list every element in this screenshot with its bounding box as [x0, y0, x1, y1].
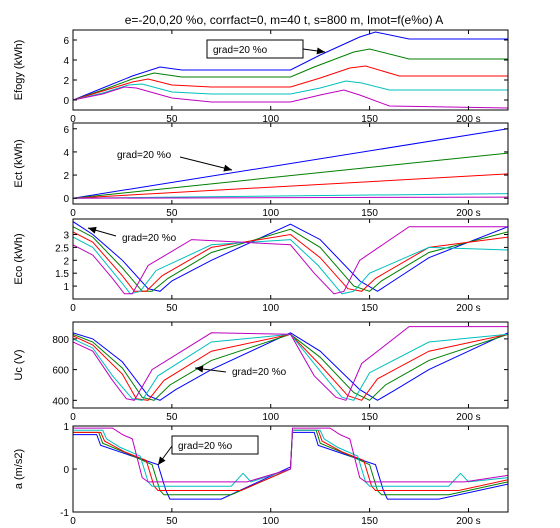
x-tick-label: 150	[361, 208, 378, 219]
chart-panel-2: 0 50 100 150 200 s 0 2 4 6 Ect (kWh) grad=20 %o	[13, 122, 509, 219]
figure-title: e=-20,0,20 %o, corrfact=0, m=40 t, s=800…	[125, 13, 444, 27]
x-tick-label: 150	[361, 114, 378, 125]
series-line-5	[73, 86, 508, 109]
series-line-4	[73, 80, 508, 101]
series-line-2	[73, 152, 508, 199]
series-line-2	[73, 333, 508, 401]
y-axis-label: a (m/s2)	[13, 449, 25, 489]
x-tick-label: 0	[70, 208, 76, 219]
x-tick-label: 200 s	[456, 516, 480, 527]
y-tick-label: 4	[63, 56, 69, 67]
y-tick-label: 2	[63, 171, 69, 182]
x-tick-label: 50	[166, 114, 178, 125]
y-tick-label: 600	[52, 366, 69, 377]
y-axis-label: Eco (kWh)	[13, 233, 25, 284]
annotation-label: grad=20 %o	[178, 441, 233, 452]
x-tick-label: 150	[361, 303, 378, 314]
y-tick-label: 400	[52, 396, 69, 407]
annotation-label: grad=20 %o	[213, 45, 268, 56]
series-line-3	[73, 333, 508, 401]
annotation-arrow-head	[316, 47, 325, 55]
x-tick-label: 150	[361, 412, 378, 423]
x-tick-label: 50	[166, 516, 178, 527]
y-tick-label: 4	[63, 148, 69, 159]
series-line-5	[73, 326, 508, 401]
x-tick-label: 0	[70, 303, 76, 314]
y-tick-label: 2	[63, 256, 69, 267]
x-tick-label: 100	[262, 114, 279, 125]
series-line-2	[73, 48, 508, 101]
y-tick-label: 1	[63, 282, 69, 293]
series-line-3	[73, 231, 508, 292]
y-tick-label: 800	[52, 335, 69, 346]
x-tick-label: 0	[70, 516, 76, 527]
x-tick-label: 50	[166, 303, 178, 314]
y-tick-label: 6	[63, 36, 69, 47]
axes-box	[72, 29, 509, 111]
x-tick-label: 200 s	[456, 114, 480, 125]
series-line-5	[73, 226, 508, 295]
series-line-3	[73, 173, 508, 199]
series-line-1	[73, 31, 508, 101]
annotation-arrow-head	[158, 456, 166, 465]
y-tick-label: 6	[63, 125, 69, 136]
annotation-label: grad=20 %o	[232, 367, 287, 378]
annotation-arrow-head	[195, 365, 204, 373]
y-tick-label: 0	[63, 194, 69, 205]
series-line-3	[73, 65, 508, 101]
chart-panel-1: 0 50 100 150 200 s 0 2 4 6 Efogy (kWh) grad=20 %o	[13, 29, 509, 125]
axes-box	[72, 321, 509, 409]
annotation-label: grad=20 %o	[117, 150, 172, 161]
axes-box	[72, 218, 509, 300]
x-tick-label: 0	[70, 114, 76, 125]
y-tick-label: 1	[63, 422, 69, 433]
x-tick-label: 200 s	[456, 208, 480, 219]
x-tick-label: 0	[70, 412, 76, 423]
x-tick-label: 200 s	[456, 303, 480, 314]
y-tick-label: 1.5	[55, 269, 69, 280]
annotation-label: grad=20 %o	[122, 233, 177, 244]
chart-panel-3: 0 50 100 150 200 s 1 1.5 2 2.5 3 Eco (kWh) grad=20 …	[13, 218, 509, 314]
y-axis-label: Uc (V)	[13, 349, 25, 380]
x-tick-label: 100	[262, 208, 279, 219]
series-line-4	[73, 193, 508, 199]
series-line-4	[73, 333, 508, 401]
series-line-5	[73, 427, 508, 483]
axes-box	[72, 122, 509, 205]
x-tick-label: 50	[166, 412, 178, 423]
x-tick-label: 100	[262, 412, 279, 423]
chart-panel-4: 0 50 100 150 200 s 400 600 800 Uc (V) grad=20 %o	[13, 321, 509, 423]
annotation-box	[171, 435, 259, 455]
annotation-arrow-line	[179, 156, 233, 171]
y-tick-label: 0	[63, 96, 69, 107]
x-tick-label: 100	[262, 516, 279, 527]
x-tick-label: 50	[166, 208, 178, 219]
x-tick-label: 200 s	[456, 412, 480, 423]
series-line-1	[73, 332, 508, 401]
annotation-arrow-head	[223, 164, 232, 172]
series-line-5	[73, 196, 508, 199]
y-tick-label: 3	[63, 230, 69, 241]
y-tick-label: -1	[60, 508, 69, 519]
y-tick-label: 0	[63, 465, 69, 476]
series-line-1	[73, 128, 508, 199]
y-tick-label: 2	[63, 76, 69, 87]
x-tick-label: 150	[361, 516, 378, 527]
y-axis-label: Efogy (kWh)	[13, 40, 25, 101]
y-tick-label: 2.5	[55, 243, 69, 254]
y-axis-label: Ect (kWh)	[13, 139, 25, 187]
x-tick-label: 100	[262, 303, 279, 314]
annotation-arrow-head	[88, 226, 97, 234]
series-line-4	[73, 236, 508, 295]
